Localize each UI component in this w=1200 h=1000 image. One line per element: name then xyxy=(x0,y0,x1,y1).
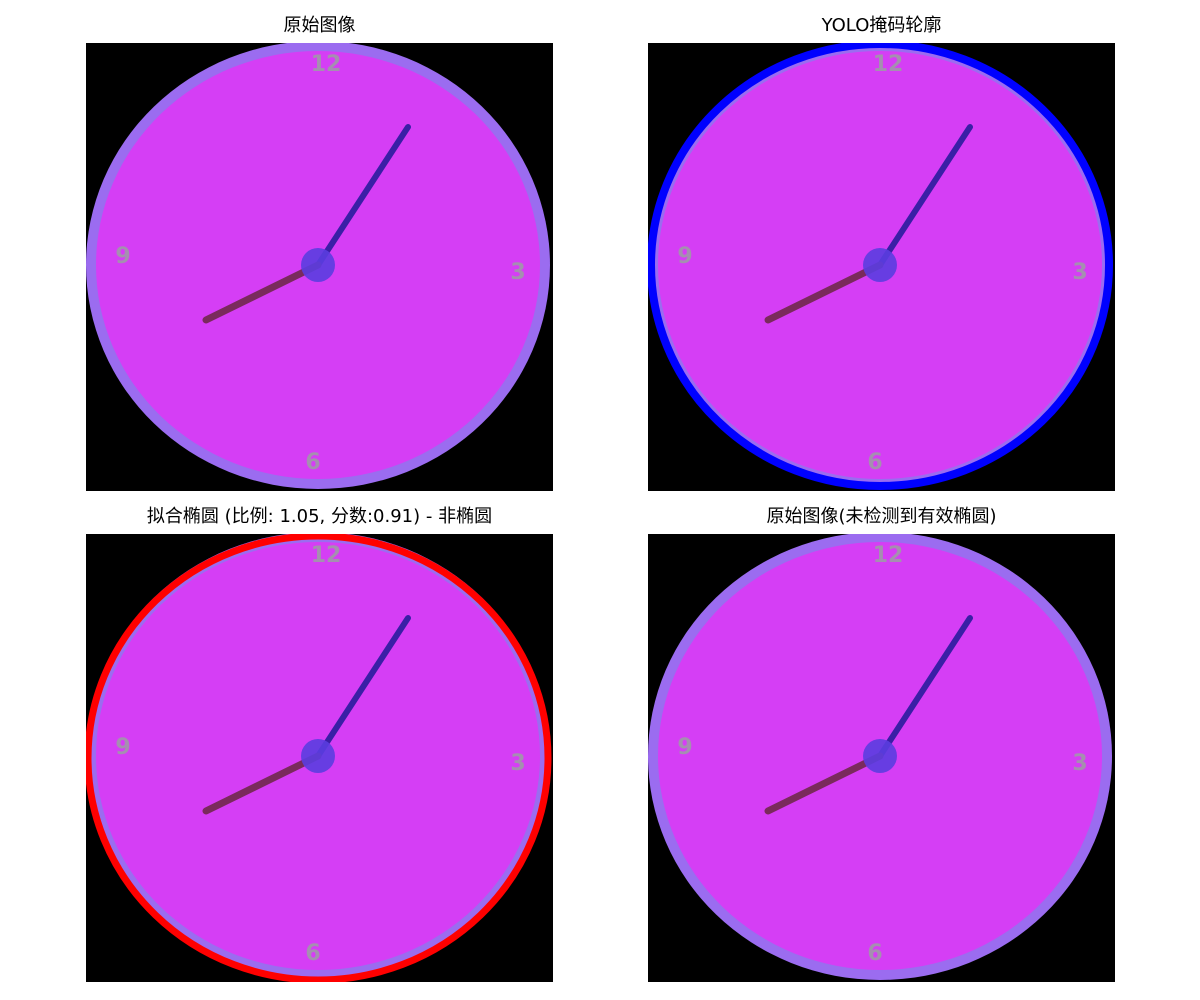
clock-image: 12 3 6 9 xyxy=(648,43,1115,491)
minute-hand xyxy=(315,615,411,759)
hour-hand xyxy=(764,752,884,815)
clock-hub xyxy=(863,248,897,282)
minute-hand xyxy=(877,124,973,268)
clock-numeral-right: 3 xyxy=(510,751,525,776)
clock-hub xyxy=(301,248,335,282)
clock-numeral-bottom: 6 xyxy=(305,450,320,475)
mask-contour-outline xyxy=(648,43,1113,490)
clock-numeral-bottom: 6 xyxy=(867,450,882,475)
clock-svg: 12 3 6 9 xyxy=(86,43,553,491)
panel-title: 原始图像 xyxy=(283,15,356,36)
hour-hand xyxy=(202,261,322,324)
clock-svg: 12 3 6 9 xyxy=(86,534,553,982)
clock-numeral-top: 12 xyxy=(873,52,904,77)
clock-numeral-right: 3 xyxy=(1072,260,1087,285)
fitted-ellipse-outline xyxy=(86,534,552,982)
clock-numeral-right: 3 xyxy=(510,260,525,285)
minute-hand xyxy=(315,124,411,268)
clock-numeral-top: 12 xyxy=(311,52,342,77)
clock-hub xyxy=(863,739,897,773)
clock-image: 12 3 6 9 xyxy=(86,534,553,982)
clock-image: 12 3 6 9 xyxy=(648,534,1115,982)
clock-hub xyxy=(301,739,335,773)
clock-numeral-top: 12 xyxy=(873,543,904,568)
clock-numeral-right: 3 xyxy=(1072,751,1087,776)
hour-hand xyxy=(764,261,884,324)
clock-numeral-bottom: 6 xyxy=(867,941,882,966)
minute-hand xyxy=(877,615,973,759)
panel-title: 原始图像(未检测到有效椭圆) xyxy=(766,506,997,527)
clock-svg: 12 3 6 9 xyxy=(648,534,1115,982)
clock-numeral-left: 9 xyxy=(677,244,692,269)
panel-title: 拟合椭圆 (比例: 1.05, 分数:0.91) - 非椭圆 xyxy=(146,506,493,527)
clock-numeral-left: 9 xyxy=(115,244,130,269)
clock-svg: 12 3 6 9 xyxy=(648,43,1115,491)
panel-title: YOLO掩码轮廓 xyxy=(821,15,942,36)
clock-numeral-left: 9 xyxy=(115,735,130,760)
clock-numeral-left: 9 xyxy=(677,735,692,760)
clock-numeral-bottom: 6 xyxy=(305,941,320,966)
clock-image: 12 3 6 9 xyxy=(86,43,553,491)
clock-numeral-top: 12 xyxy=(311,543,342,568)
hour-hand xyxy=(202,752,322,815)
